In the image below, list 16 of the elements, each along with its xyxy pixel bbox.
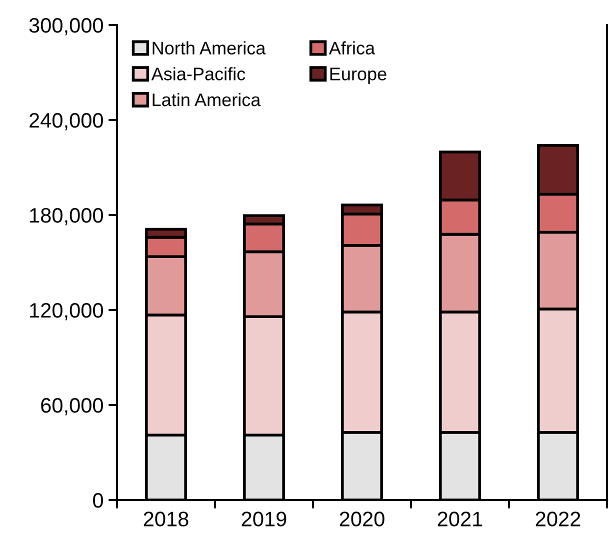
y-tick-label: 60,000 bbox=[41, 398, 103, 416]
x-tick-label: 2018 bbox=[144, 512, 188, 526]
legend-label: Europe bbox=[330, 68, 386, 84]
x-tick-label: 2019 bbox=[242, 512, 286, 526]
x-tick-label: 2021 bbox=[438, 512, 482, 526]
legend-label: Latin America bbox=[152, 92, 261, 106]
x-tick-label: 2022 bbox=[536, 512, 580, 526]
y-tick-label: 180,000 bbox=[30, 208, 103, 226]
x-tick-label: 2020 bbox=[340, 512, 384, 526]
y-tick-label: 0 bbox=[93, 493, 103, 508]
legend-label: Africa bbox=[328, 41, 376, 55]
legend-label: Asia-Pacific bbox=[151, 67, 246, 80]
y-tick-label: 300,000 bbox=[29, 18, 103, 36]
y-tick-label: 240,000 bbox=[30, 113, 103, 130]
y-tick-label: 120,000 bbox=[30, 303, 103, 320]
legend-label: North America bbox=[152, 41, 266, 55]
